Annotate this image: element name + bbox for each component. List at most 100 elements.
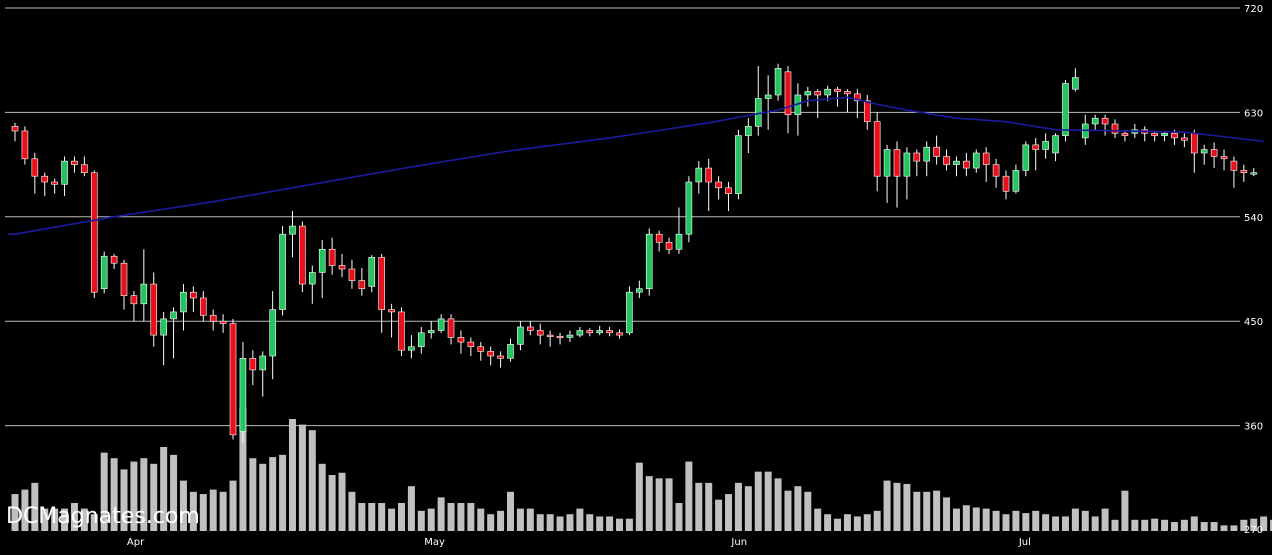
moving-average-line: [8, 96, 1264, 235]
volume-bar: [1151, 518, 1159, 531]
candle: [913, 149, 921, 177]
volume-bar: [1240, 519, 1248, 531]
volume-bar: [457, 503, 465, 531]
candle: [110, 253, 118, 269]
candle: [61, 156, 68, 196]
candle: [190, 286, 197, 312]
candle: [269, 291, 276, 380]
candle: [467, 337, 475, 356]
volume-bar: [1012, 510, 1020, 531]
volume-bar: [754, 471, 762, 531]
volume-bar: [338, 472, 346, 531]
candle: [745, 118, 752, 153]
candle: [873, 112, 881, 192]
candle: [814, 89, 822, 119]
volume-bar: [744, 486, 752, 531]
volume-bar: [1270, 519, 1272, 531]
candle: [507, 338, 514, 362]
volume-bar: [962, 505, 970, 531]
candle-body: [90, 172, 98, 293]
candle-body: [824, 88, 831, 96]
candle: [804, 86, 812, 107]
candle-body: [972, 152, 980, 169]
candle-body: [1032, 144, 1040, 150]
candle: [437, 314, 445, 333]
candle: [943, 149, 950, 171]
volume-bar: [437, 497, 445, 531]
candle-body: [1052, 135, 1059, 154]
volume-bar: [774, 478, 782, 531]
x-tick-label-jul: Jul: [1018, 537, 1031, 548]
volume-bar: [1081, 510, 1089, 531]
volume-bar: [913, 491, 921, 531]
candle-body: [398, 311, 405, 351]
candle: [41, 172, 49, 196]
candle-body: [1181, 137, 1188, 141]
candle: [120, 259, 128, 310]
candle: [844, 89, 851, 113]
volume-bar: [685, 461, 693, 531]
volume-bar: [130, 461, 138, 531]
candle: [933, 135, 940, 165]
candle-body: [299, 225, 306, 285]
candle: [953, 156, 960, 177]
volume-bar: [1111, 519, 1119, 531]
volume-bar: [358, 503, 366, 531]
volume-bar: [606, 516, 614, 531]
candle-body: [338, 265, 346, 270]
candle-body: [1151, 132, 1158, 136]
x-tick-label-may: May: [424, 537, 445, 548]
volume-bar: [566, 514, 574, 531]
candle-body: [735, 135, 742, 194]
volume-bar: [1260, 516, 1268, 531]
candle-body: [467, 341, 475, 348]
volume-bar: [794, 486, 802, 531]
candle-body: [1101, 117, 1109, 125]
candle: [31, 153, 39, 194]
x-tick-label-apr: Apr: [127, 537, 145, 548]
candle-body: [903, 152, 911, 177]
candle-body: [536, 330, 544, 336]
volume-bar: [834, 518, 842, 531]
volume-bar: [189, 491, 197, 531]
y-tick-label-540: 540: [1244, 213, 1263, 224]
candle-body: [606, 330, 613, 334]
volume-bar: [705, 482, 713, 531]
candle: [348, 259, 356, 289]
candle-body: [636, 288, 643, 293]
candle: [556, 332, 564, 345]
candle-body: [318, 248, 326, 273]
candle: [566, 330, 574, 343]
candle: [170, 307, 177, 359]
candle: [427, 321, 435, 339]
candle: [338, 253, 346, 278]
volume-bar: [764, 471, 772, 531]
volume-bar: [556, 516, 564, 531]
volume-bar: [1091, 516, 1099, 531]
candle-body: [249, 358, 257, 371]
candle-body: [645, 233, 653, 290]
candle-body: [963, 160, 970, 169]
candle-body: [11, 126, 19, 132]
candle-body: [418, 332, 425, 348]
candle: [1250, 168, 1258, 177]
y-tick-label-720: 720: [1244, 4, 1263, 15]
volume-bar: [546, 514, 554, 531]
volume-bar: [526, 508, 534, 531]
volume-bar: [1131, 519, 1139, 531]
volume-bar: [407, 486, 415, 531]
candle: [1101, 114, 1109, 136]
volume-bar: [1161, 519, 1169, 531]
volume-bar: [536, 514, 544, 531]
candle: [982, 147, 990, 182]
candle-body: [130, 295, 138, 305]
volume-bar: [417, 510, 425, 531]
candle: [1111, 119, 1119, 138]
candle-body: [1091, 117, 1099, 125]
candle: [576, 327, 584, 338]
candle: [645, 228, 653, 296]
candle: [497, 351, 504, 368]
candle: [90, 170, 98, 298]
candle-body: [308, 272, 316, 285]
candle: [259, 351, 267, 397]
